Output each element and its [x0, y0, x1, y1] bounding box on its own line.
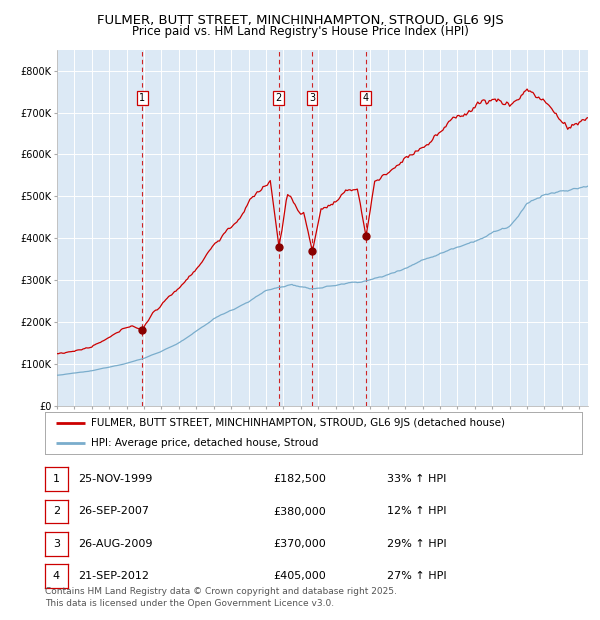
Text: 12% ↑ HPI: 12% ↑ HPI [387, 507, 446, 516]
Text: £370,000: £370,000 [273, 539, 326, 549]
Text: This data is licensed under the Open Government Licence v3.0.: This data is licensed under the Open Gov… [45, 598, 334, 608]
Text: Contains HM Land Registry data © Crown copyright and database right 2025.: Contains HM Land Registry data © Crown c… [45, 587, 397, 596]
Text: HPI: Average price, detached house, Stroud: HPI: Average price, detached house, Stro… [91, 438, 318, 448]
Text: 26-SEP-2007: 26-SEP-2007 [78, 507, 149, 516]
Text: Price paid vs. HM Land Registry's House Price Index (HPI): Price paid vs. HM Land Registry's House … [131, 25, 469, 38]
Text: 4: 4 [362, 93, 368, 103]
Text: 2: 2 [53, 507, 60, 516]
Text: 29% ↑ HPI: 29% ↑ HPI [387, 539, 446, 549]
Text: 26-AUG-2009: 26-AUG-2009 [78, 539, 152, 549]
Text: 3: 3 [309, 93, 315, 103]
Text: 27% ↑ HPI: 27% ↑ HPI [387, 571, 446, 581]
Text: £405,000: £405,000 [273, 571, 326, 581]
Text: £182,500: £182,500 [273, 474, 326, 484]
Text: 1: 1 [53, 474, 60, 484]
Text: 3: 3 [53, 539, 60, 549]
Text: FULMER, BUTT STREET, MINCHINHAMPTON, STROUD, GL6 9JS: FULMER, BUTT STREET, MINCHINHAMPTON, STR… [97, 14, 503, 27]
Text: 1: 1 [139, 93, 145, 103]
Text: 21-SEP-2012: 21-SEP-2012 [78, 571, 149, 581]
Text: £380,000: £380,000 [273, 507, 326, 516]
Text: FULMER, BUTT STREET, MINCHINHAMPTON, STROUD, GL6 9JS (detached house): FULMER, BUTT STREET, MINCHINHAMPTON, STR… [91, 418, 505, 428]
Text: 33% ↑ HPI: 33% ↑ HPI [387, 474, 446, 484]
Text: 2: 2 [275, 93, 282, 103]
Text: 25-NOV-1999: 25-NOV-1999 [78, 474, 152, 484]
Text: 4: 4 [53, 571, 60, 581]
